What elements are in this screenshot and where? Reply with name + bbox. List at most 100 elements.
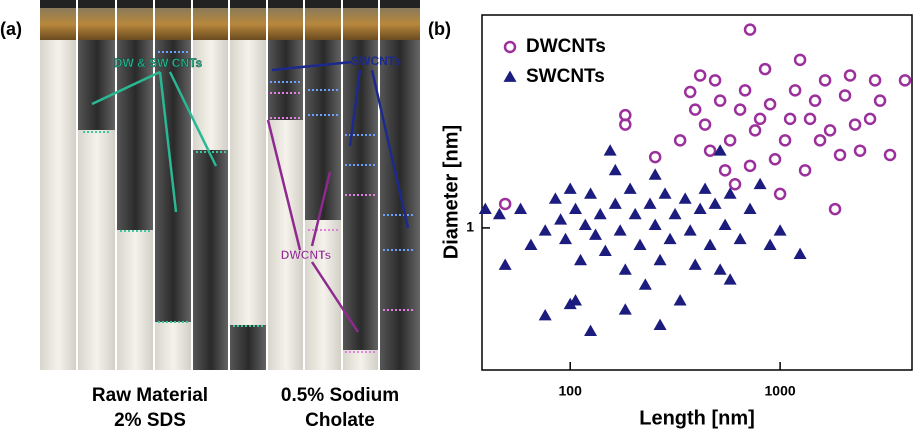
point bbox=[644, 197, 657, 208]
point bbox=[554, 213, 567, 224]
x-axis-label: Length [nm] bbox=[639, 407, 755, 429]
caption: Cholate bbox=[305, 410, 375, 431]
point bbox=[514, 203, 527, 214]
point bbox=[810, 96, 820, 106]
point bbox=[765, 99, 775, 109]
x-tick-label: 100 bbox=[559, 383, 583, 399]
arrow-label: DW & SW CNTs bbox=[114, 56, 203, 70]
panel-label: (b) bbox=[428, 19, 451, 39]
x-tick-label: 1000 bbox=[765, 383, 796, 399]
point bbox=[805, 114, 815, 124]
point bbox=[675, 135, 685, 145]
point bbox=[619, 303, 632, 314]
point bbox=[674, 294, 687, 305]
point bbox=[724, 273, 737, 284]
arrow-label: DWCNTs bbox=[281, 248, 332, 262]
point bbox=[579, 219, 592, 230]
caption: 0.5% Sodium bbox=[281, 385, 399, 406]
point bbox=[694, 203, 707, 214]
caption: Raw Material bbox=[92, 385, 208, 406]
point bbox=[730, 179, 740, 189]
point bbox=[685, 87, 695, 97]
legend-marker bbox=[505, 42, 515, 52]
point bbox=[479, 203, 492, 214]
point bbox=[865, 114, 875, 124]
panel-label: (a) bbox=[0, 19, 22, 39]
point bbox=[744, 203, 757, 214]
y-tick-label: 1 bbox=[466, 219, 474, 235]
figure: (a) DW & SW CNTs SWCNTs DWCNTs Raw Mater… bbox=[0, 0, 917, 431]
point bbox=[754, 178, 767, 189]
point bbox=[689, 259, 702, 270]
point bbox=[539, 309, 552, 320]
point bbox=[780, 135, 790, 145]
point bbox=[845, 70, 855, 80]
point bbox=[699, 183, 712, 194]
point bbox=[830, 204, 840, 214]
point bbox=[654, 254, 667, 265]
point bbox=[800, 165, 810, 175]
point bbox=[725, 135, 735, 145]
point bbox=[840, 90, 850, 100]
point bbox=[609, 164, 622, 175]
point bbox=[900, 75, 910, 85]
point bbox=[885, 150, 895, 160]
point bbox=[770, 154, 780, 164]
point bbox=[795, 55, 805, 65]
point bbox=[684, 224, 697, 235]
point bbox=[785, 114, 795, 124]
point bbox=[569, 203, 582, 214]
point bbox=[624, 183, 637, 194]
point bbox=[659, 187, 672, 198]
point bbox=[734, 233, 747, 244]
point bbox=[740, 85, 750, 95]
point bbox=[679, 192, 692, 203]
point bbox=[639, 278, 652, 289]
point bbox=[774, 224, 787, 235]
point bbox=[559, 233, 572, 244]
point bbox=[755, 114, 765, 124]
point bbox=[604, 144, 617, 155]
arrow-label: SWCNTs bbox=[351, 54, 401, 68]
point bbox=[614, 224, 627, 235]
point bbox=[589, 228, 602, 239]
point bbox=[705, 146, 715, 156]
point bbox=[649, 168, 662, 179]
legend-label: DWCNTs bbox=[526, 36, 606, 57]
point bbox=[500, 199, 510, 209]
point bbox=[629, 208, 642, 219]
point bbox=[735, 105, 745, 115]
point bbox=[574, 254, 587, 265]
point bbox=[745, 161, 755, 171]
point bbox=[850, 120, 860, 130]
point bbox=[775, 189, 785, 199]
legend-marker bbox=[504, 71, 517, 82]
point bbox=[584, 187, 597, 198]
legend-label: SWCNTs bbox=[526, 66, 605, 87]
point bbox=[650, 152, 660, 162]
point bbox=[619, 263, 632, 274]
point bbox=[669, 208, 682, 219]
point bbox=[633, 239, 646, 250]
point bbox=[704, 239, 717, 250]
point bbox=[875, 96, 885, 106]
point bbox=[654, 319, 667, 330]
point bbox=[584, 325, 597, 336]
point bbox=[499, 259, 512, 270]
point bbox=[609, 197, 622, 208]
point bbox=[539, 224, 552, 235]
point bbox=[564, 183, 577, 194]
point bbox=[710, 75, 720, 85]
point bbox=[760, 64, 770, 74]
point bbox=[835, 150, 845, 160]
point bbox=[549, 192, 562, 203]
point bbox=[870, 75, 880, 85]
point bbox=[820, 75, 830, 85]
point bbox=[709, 197, 722, 208]
caption: 2% SDS bbox=[114, 410, 186, 431]
point bbox=[794, 248, 807, 259]
point bbox=[745, 25, 755, 35]
point bbox=[715, 96, 725, 106]
point bbox=[825, 125, 835, 135]
y-axis-label: Diameter [nm] bbox=[440, 125, 462, 259]
